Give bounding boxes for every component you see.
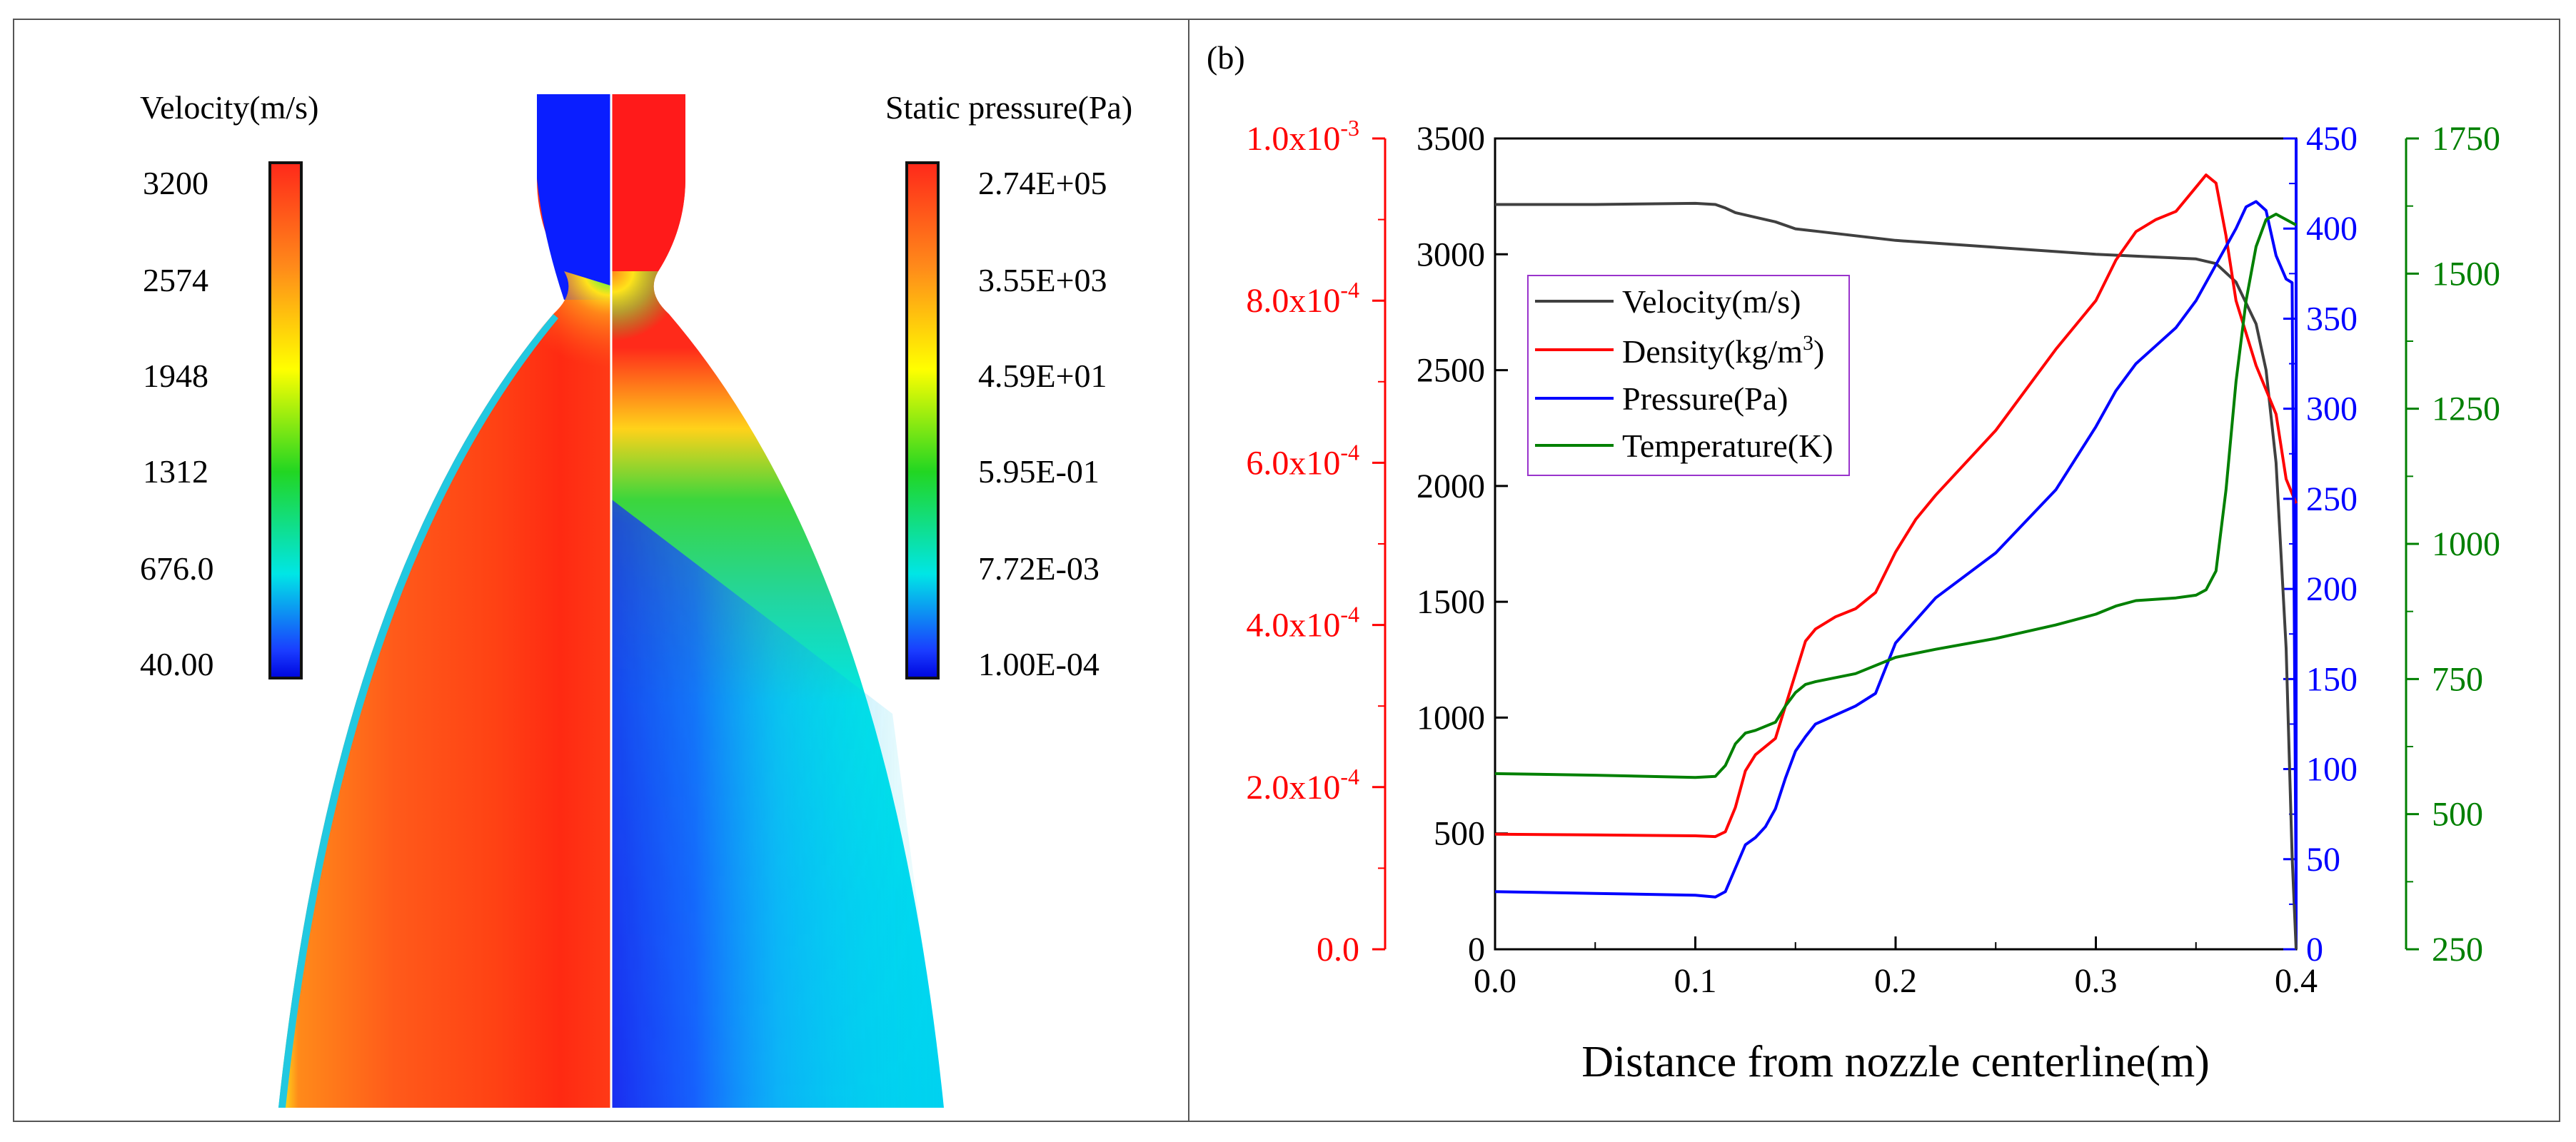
- velocity-colorbar-title: Velocity(m/s): [140, 89, 319, 126]
- pressure-tick-label: 50: [2306, 841, 2340, 879]
- velocity-tick-label: 3500: [1417, 120, 1485, 158]
- legend-label-pressure: Pressure(Pa): [1622, 380, 1788, 417]
- temperature-tick-label: 1250: [2432, 390, 2500, 428]
- legend-label-temperature: Temperature(K): [1622, 428, 1833, 464]
- temperature-tick-label: 1750: [2432, 120, 2500, 158]
- density-tick-label: 2.0x10-4: [1246, 764, 1359, 807]
- pressure-tick: 7.72E-03: [978, 550, 1100, 587]
- x-tick-label: 0.2: [1874, 962, 1917, 1000]
- velocity-tick: 2574: [143, 262, 208, 298]
- velocity-tick-label: 500: [1434, 815, 1485, 853]
- pressure-tick-label: 0: [2306, 931, 2323, 969]
- velocity-tick-label: 2000: [1417, 468, 1485, 505]
- series-line-velocity: [1495, 201, 2298, 950]
- x-tick-label: 0.3: [2075, 962, 2118, 1000]
- pressure-tick-label: 350: [2306, 300, 2358, 338]
- density-tick-label: 1.0x10-3: [1246, 115, 1359, 158]
- x-tick-label: 0.1: [1674, 962, 1717, 1000]
- temperature-tick-label: 250: [2432, 931, 2483, 969]
- pressure-tick-label: 300: [2306, 390, 2358, 428]
- x-axis-title: Distance from nozzle centerline(m): [1581, 1038, 2210, 1086]
- pressure-tick-label: 400: [2306, 210, 2358, 248]
- legend-box: [1527, 275, 1850, 476]
- temperature-tick-label: 1500: [2432, 255, 2500, 293]
- series-line-temperature: [1494, 213, 2297, 779]
- temperature-tick-label: 1000: [2432, 525, 2500, 563]
- temperature-tick-label: 500: [2432, 796, 2483, 834]
- figure-frame: [13, 19, 2560, 1122]
- velocity-tick-label: 2500: [1417, 352, 1485, 390]
- pressure-colorbar: [905, 161, 940, 679]
- series-line-density: [1494, 173, 2298, 839]
- legend-label-velocity: Velocity(m/s): [1622, 283, 1801, 320]
- pressure-tick: 1.00E-04: [978, 646, 1100, 682]
- pressure-tick-label: 150: [2306, 660, 2358, 698]
- nozzle-contour-image: [278, 94, 944, 1108]
- pressure-tick: 2.74E+05: [978, 165, 1107, 201]
- density-tick-label: 8.0x10-4: [1246, 277, 1359, 320]
- velocity-tick: 1948: [143, 358, 208, 394]
- pressure-tick-label: 450: [2306, 120, 2358, 158]
- pressure-tick: 4.59E+01: [978, 358, 1107, 394]
- legend: Velocity(m/s) Density(kg/m3) Pressure(Pa…: [1527, 275, 1850, 476]
- pressure-tick-label: 200: [2306, 570, 2358, 608]
- velocity-tick: 3200: [143, 165, 208, 201]
- plot-area: [1494, 137, 2298, 951]
- axes-layer: 0.0 0.1 0.2 0.3 0.40500100015002000250030003…: [1246, 115, 2500, 1000]
- velocity-tick: 40.00: [140, 646, 214, 682]
- pressure-tick: 5.95E-01: [978, 453, 1100, 490]
- pressure-tick: 3.55E+03: [978, 262, 1107, 298]
- velocity-tick-label: 1000: [1417, 699, 1485, 737]
- legend-label-density: Density(kg/m3): [1622, 331, 1824, 370]
- panel-label: (b): [1207, 39, 1245, 76]
- velocity-tick-label: 3000: [1417, 236, 1485, 273]
- series-line-pressure: [1494, 200, 2298, 904]
- temperature-tick-label: 750: [2432, 660, 2483, 698]
- pressure-tick-label: 100: [2306, 751, 2358, 789]
- x-tick-label: 0.4: [2275, 962, 2318, 1000]
- velocity-colorbar: [268, 161, 303, 679]
- velocity-tick: 676.0: [140, 550, 214, 587]
- panel-divider: [1188, 19, 1189, 1122]
- velocity-tick: 1312: [143, 453, 208, 490]
- x-tick-label: 0.0: [1474, 962, 1516, 1000]
- density-tick-label: 6.0x10-4: [1246, 439, 1359, 482]
- series-layer: [1494, 173, 2298, 950]
- pressure-colorbar-title: Static pressure(Pa): [885, 89, 1133, 126]
- density-tick-label: 0.0: [1317, 931, 1359, 969]
- velocity-tick-label: 0: [1468, 931, 1485, 969]
- pressure-tick-label: 250: [2306, 480, 2358, 518]
- density-tick-label: 4.0x10-4: [1246, 602, 1359, 645]
- velocity-tick-label: 1500: [1417, 583, 1485, 621]
